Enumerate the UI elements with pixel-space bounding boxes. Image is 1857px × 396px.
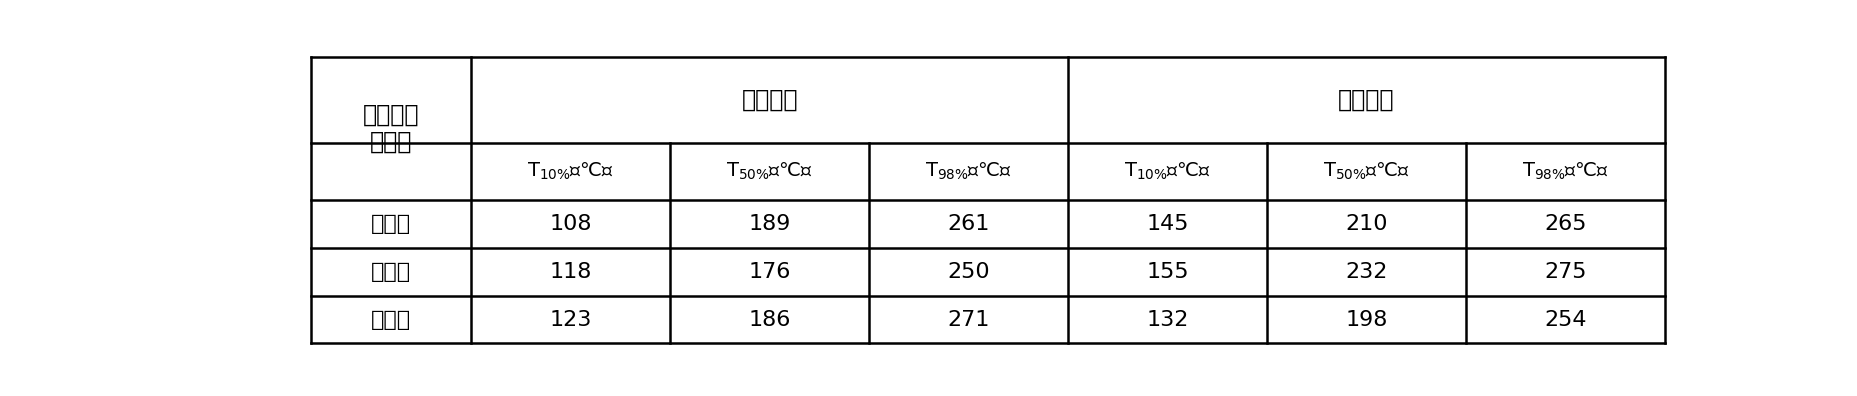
Text: 145: 145 bbox=[1146, 214, 1188, 234]
Text: 155: 155 bbox=[1146, 262, 1188, 282]
Text: T$_{10\%}$（℃）: T$_{10\%}$（℃） bbox=[1123, 161, 1211, 182]
Text: 132: 132 bbox=[1146, 310, 1188, 329]
Text: 176: 176 bbox=[748, 262, 791, 282]
Text: 198: 198 bbox=[1344, 310, 1387, 329]
Text: T$_{50\%}$（℃）: T$_{50\%}$（℃） bbox=[726, 161, 813, 182]
Text: 261: 261 bbox=[947, 214, 990, 234]
Text: 含氯有机
化合物: 含氯有机 化合物 bbox=[362, 103, 420, 154]
Text: 108: 108 bbox=[550, 214, 592, 234]
Text: 210: 210 bbox=[1344, 214, 1387, 234]
Text: T$_{98\%}$（℃）: T$_{98\%}$（℃） bbox=[1521, 161, 1608, 182]
Text: 三氯苯: 三氯苯 bbox=[371, 262, 410, 282]
Text: 189: 189 bbox=[748, 214, 791, 234]
Text: 232: 232 bbox=[1344, 262, 1387, 282]
Text: 271: 271 bbox=[947, 310, 990, 329]
Text: 265: 265 bbox=[1543, 214, 1586, 234]
Text: 123: 123 bbox=[550, 310, 592, 329]
Text: 干燥空气: 干燥空气 bbox=[741, 88, 797, 112]
Text: 二氯苯: 二氯苯 bbox=[371, 214, 410, 234]
Text: 118: 118 bbox=[550, 262, 592, 282]
Text: 254: 254 bbox=[1543, 310, 1586, 329]
Text: T$_{10\%}$（℃）: T$_{10\%}$（℃） bbox=[527, 161, 613, 182]
Text: T$_{98\%}$（℃）: T$_{98\%}$（℃） bbox=[925, 161, 1012, 182]
Text: T$_{50\%}$（℃）: T$_{50\%}$（℃） bbox=[1322, 161, 1409, 182]
Text: 四氯苯: 四氯苯 bbox=[371, 310, 410, 329]
Text: 186: 186 bbox=[748, 310, 791, 329]
Text: 250: 250 bbox=[947, 262, 990, 282]
Text: 潮湿空气: 潮湿空气 bbox=[1337, 88, 1395, 112]
Text: 275: 275 bbox=[1543, 262, 1586, 282]
